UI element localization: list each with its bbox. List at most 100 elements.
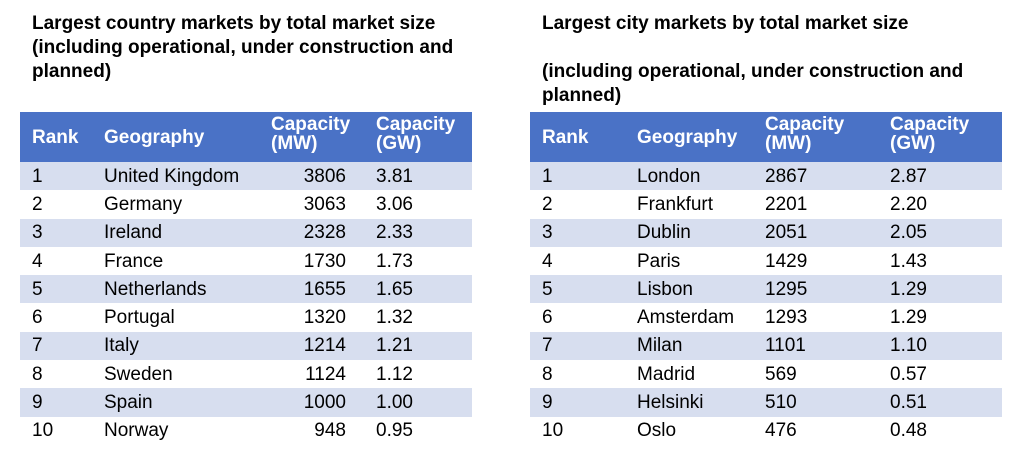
cell-rank: 7 [530, 331, 625, 361]
cell-geography: Paris [625, 246, 753, 276]
cell-rank: 8 [20, 360, 92, 389]
cell-geography: Madrid [625, 360, 753, 389]
cell-geography: Portugal [92, 303, 259, 332]
cell-capacity-mw: 2201 [753, 190, 878, 219]
country-markets-panel: Largest country markets by total market … [20, 0, 472, 445]
cell-capacity-gw: 2.33 [364, 218, 472, 247]
country-markets-table: Rank Geography Capacity (MW) Capacity (G… [20, 112, 472, 445]
cell-capacity-gw: 3.06 [364, 190, 472, 219]
cell-capacity-mw: 1730 [259, 246, 364, 276]
header-rank: Rank [20, 112, 92, 162]
cell-rank: 5 [530, 275, 625, 304]
cell-capacity-gw: 0.57 [878, 360, 1002, 389]
table-row: 6 Amsterdam 1293 1.29 [530, 303, 1002, 332]
cell-rank: 6 [530, 303, 625, 332]
cell-capacity-mw: 1429 [753, 246, 878, 276]
header-capacity-mw: Capacity (MW) [753, 112, 878, 162]
cell-geography: United Kingdom [92, 162, 259, 191]
table-row: 6 Portugal 1320 1.32 [20, 303, 472, 332]
cell-geography: Lisbon [625, 275, 753, 304]
cell-rank: 2 [20, 190, 92, 219]
title-line-1: Largest country markets by total market … [32, 13, 436, 34]
cell-capacity-mw: 1101 [753, 331, 878, 361]
cell-rank: 1 [530, 162, 625, 191]
cell-geography: Frankfurt [625, 190, 753, 219]
cell-capacity-gw: 2.20 [878, 190, 1002, 219]
cell-capacity-gw: 0.51 [878, 388, 1002, 417]
cell-capacity-mw: 1655 [259, 275, 364, 304]
table-row: 5 Netherlands 1655 1.65 [20, 275, 472, 304]
cell-capacity-gw: 2.87 [878, 162, 1002, 191]
table-row: 7 Italy 1214 1.21 [20, 331, 472, 361]
cell-capacity-mw: 2867 [753, 162, 878, 191]
cell-capacity-mw: 476 [753, 416, 878, 445]
cell-capacity-gw: 3.81 [364, 162, 472, 191]
cell-geography: France [92, 246, 259, 276]
table-header-row: Rank Geography Capacity (MW) Capacity (G… [530, 112, 1002, 162]
cell-capacity-mw: 3063 [259, 190, 364, 219]
cell-rank: 9 [530, 388, 625, 417]
table-row: 10 Oslo 476 0.48 [530, 416, 1002, 445]
cell-capacity-gw: 2.05 [878, 218, 1002, 247]
city-markets-body: 1 London 2867 2.87 2 Frankfurt 2201 2.20 3 Dublin… [530, 162, 1002, 445]
cell-rank: 1 [20, 162, 92, 191]
cell-capacity-gw: 1.21 [364, 331, 472, 361]
cell-capacity-mw: 1124 [259, 360, 364, 389]
cell-rank: 2 [530, 190, 625, 219]
header-capacity-mw: Capacity (MW) [259, 112, 364, 162]
table-header-row: Rank Geography Capacity (MW) Capacity (G… [20, 112, 472, 162]
table-row: 7 Milan 1101 1.10 [530, 331, 1002, 361]
header-capacity-gw: Capacity (GW) [878, 112, 1002, 162]
table-row: 1 London 2867 2.87 [530, 162, 1002, 191]
cell-geography: Norway [92, 416, 259, 445]
cell-capacity-mw: 1295 [753, 275, 878, 304]
title-line-1: Largest city markets by total market siz… [542, 13, 909, 34]
cell-capacity-mw: 948 [259, 416, 364, 445]
cell-rank: 9 [20, 388, 92, 417]
city-markets-table: Rank Geography Capacity (MW) Capacity (G… [530, 112, 1002, 445]
cell-rank: 4 [530, 246, 625, 276]
cell-capacity-gw: 1.12 [364, 360, 472, 389]
cell-rank: 5 [20, 275, 92, 304]
cell-capacity-gw: 0.48 [878, 416, 1002, 445]
cell-geography: Milan [625, 331, 753, 361]
table-row: 1 United Kingdom 3806 3.81 [20, 162, 472, 191]
cell-capacity-mw: 1000 [259, 388, 364, 417]
cell-capacity-gw: 1.29 [878, 303, 1002, 332]
table-row: 2 Frankfurt 2201 2.20 [530, 190, 1002, 219]
title-line-2: (including operational, under constructi… [542, 61, 964, 106]
table-row: 8 Madrid 569 0.57 [530, 360, 1002, 389]
cell-rank: 3 [530, 218, 625, 247]
cell-rank: 7 [20, 331, 92, 361]
cell-capacity-mw: 3806 [259, 162, 364, 191]
table-row: 4 France 1730 1.73 [20, 246, 472, 276]
table-row: 2 Germany 3063 3.06 [20, 190, 472, 219]
cell-capacity-gw: 1.32 [364, 303, 472, 332]
table-row: 10 Norway 948 0.95 [20, 416, 472, 445]
cell-geography: Dublin [625, 218, 753, 247]
cell-capacity-mw: 569 [753, 360, 878, 389]
header-geography: Geography [92, 112, 259, 162]
cell-geography: Germany [92, 190, 259, 219]
cell-capacity-gw: 1.29 [878, 275, 1002, 304]
cell-capacity-gw: 1.43 [878, 246, 1002, 276]
country-markets-body: 1 United Kingdom 3806 3.81 2 Germany 3063 3.06 3… [20, 162, 472, 445]
table-row: 9 Spain 1000 1.00 [20, 388, 472, 417]
header-rank: Rank [530, 112, 625, 162]
table-row: 8 Sweden 1124 1.12 [20, 360, 472, 389]
cell-capacity-gw: 1.10 [878, 331, 1002, 361]
cell-capacity-mw: 1293 [753, 303, 878, 332]
cell-geography: Netherlands [92, 275, 259, 304]
table-row: 5 Lisbon 1295 1.29 [530, 275, 1002, 304]
header-geography: Geography [625, 112, 753, 162]
cell-rank: 6 [20, 303, 92, 332]
country-markets-title: Largest country markets by total market … [32, 12, 472, 112]
cell-capacity-gw: 1.65 [364, 275, 472, 304]
table-row: 4 Paris 1429 1.43 [530, 246, 1002, 276]
title-line-2: (including operational, under constructi… [32, 37, 454, 82]
cell-capacity-mw: 1320 [259, 303, 364, 332]
cell-rank: 10 [530, 416, 625, 445]
cell-rank: 8 [530, 360, 625, 389]
cell-rank: 4 [20, 246, 92, 276]
cell-capacity-mw: 1214 [259, 331, 364, 361]
